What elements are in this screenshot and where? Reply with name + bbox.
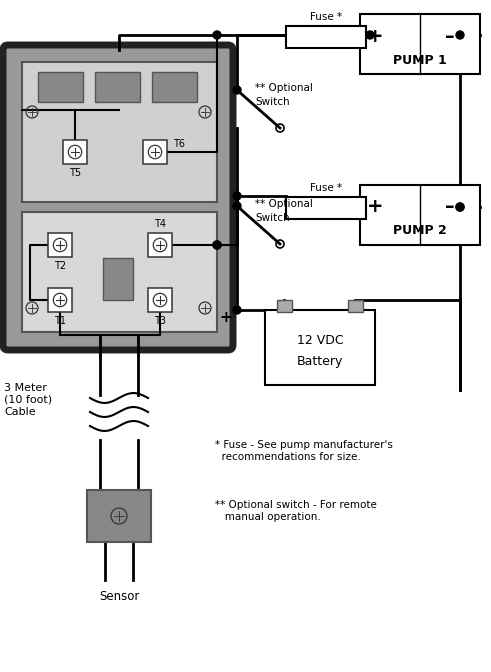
Circle shape: [233, 202, 241, 210]
Circle shape: [213, 31, 221, 39]
Text: Battery: Battery: [297, 355, 343, 368]
Text: PUMP 2: PUMP 2: [393, 224, 447, 237]
Bar: [22, 62, 217, 202]
Text: +: +: [219, 310, 232, 325]
Bar: [286, 26, 366, 48]
Text: 3 Meter
(10 foot)
Cable: 3 Meter (10 foot) Cable: [4, 384, 52, 417]
Circle shape: [233, 202, 241, 210]
Text: * Fuse - See pump manufacturer's
  recommendations for size.: * Fuse - See pump manufacturer's recomme…: [215, 440, 393, 462]
Bar: [148, 233, 172, 257]
Text: Switch: Switch: [255, 213, 290, 223]
Circle shape: [456, 31, 464, 39]
Bar: [348, 300, 363, 312]
Bar: [148, 288, 172, 312]
Text: 12 VDC: 12 VDC: [297, 333, 343, 347]
Text: Fuse *: Fuse *: [310, 12, 342, 22]
Bar: [22, 212, 217, 332]
Circle shape: [213, 241, 221, 249]
Text: ** Optional: ** Optional: [255, 83, 313, 93]
Bar: [63, 140, 87, 164]
Bar: [48, 233, 72, 257]
Bar: [286, 197, 366, 219]
Text: T6: T6: [173, 139, 185, 149]
Circle shape: [233, 192, 241, 200]
Bar: [103, 258, 133, 300]
Bar: [277, 300, 292, 312]
Text: PUMP 1: PUMP 1: [393, 54, 447, 67]
Bar: [48, 288, 72, 312]
Text: +: +: [367, 26, 383, 46]
Text: T5: T5: [69, 168, 81, 178]
Text: Switch: Switch: [255, 97, 290, 107]
Text: –: –: [445, 198, 455, 216]
Text: T4: T4: [154, 219, 166, 229]
Text: T2: T2: [54, 261, 66, 271]
Text: T3: T3: [154, 316, 166, 326]
Bar: [360, 185, 480, 245]
Bar: [143, 140, 167, 164]
Bar: [152, 72, 197, 102]
Text: T1: T1: [54, 316, 66, 326]
Bar: [87, 490, 151, 542]
Text: Fuse *: Fuse *: [310, 183, 342, 193]
Text: –: –: [445, 26, 455, 46]
Circle shape: [233, 86, 241, 94]
Circle shape: [233, 306, 241, 314]
Text: Sensor: Sensor: [99, 590, 139, 603]
Circle shape: [366, 31, 374, 39]
Text: ** Optional: ** Optional: [255, 199, 313, 209]
Circle shape: [456, 203, 464, 211]
Bar: [360, 14, 480, 74]
Text: +: +: [367, 198, 383, 216]
Circle shape: [213, 241, 221, 249]
Bar: [38, 72, 83, 102]
Text: ** Optional switch - For remote
   manual operation.: ** Optional switch - For remote manual o…: [215, 500, 377, 521]
Circle shape: [233, 86, 241, 94]
Circle shape: [456, 203, 464, 211]
FancyBboxPatch shape: [3, 45, 233, 350]
Bar: [95, 72, 140, 102]
Bar: [265, 310, 375, 385]
